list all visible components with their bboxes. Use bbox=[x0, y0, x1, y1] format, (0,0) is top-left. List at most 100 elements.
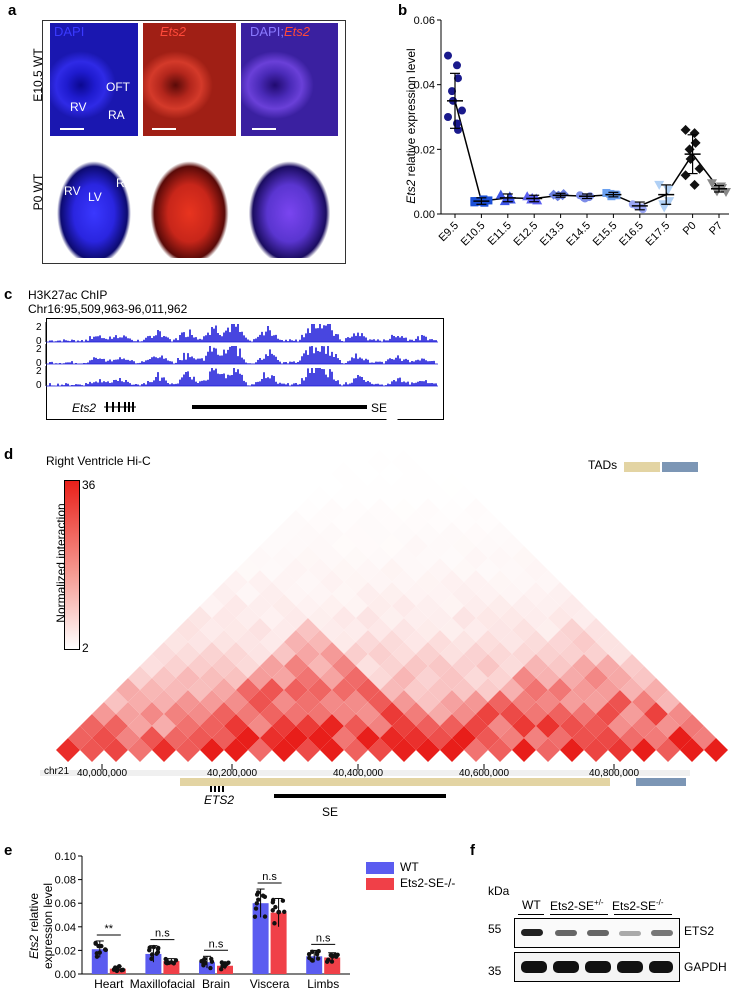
chart-b-point bbox=[689, 179, 700, 190]
chart-b-xtick-label: P0 bbox=[681, 220, 699, 238]
anatomy-ra-1: RA bbox=[108, 108, 125, 122]
lane-line-het bbox=[550, 914, 608, 915]
chart-e-point bbox=[329, 959, 335, 964]
anatomy-rv-1: RV bbox=[70, 100, 87, 114]
scale-bar-4 bbox=[56, 250, 64, 252]
chart-b-point bbox=[654, 180, 665, 190]
chart-b-point bbox=[558, 188, 569, 199]
chart-e-point bbox=[147, 945, 152, 950]
hic-tad-1 bbox=[180, 778, 610, 786]
lane-ko-name: Ets2-SE bbox=[612, 899, 657, 913]
chart-e-xtick-label: Maxillofacial bbox=[130, 977, 195, 991]
col-title-dapi: DAPI bbox=[54, 24, 85, 39]
chart-e-ytick-label: 0.10 bbox=[55, 851, 76, 863]
hic-cells bbox=[56, 414, 728, 762]
chart-e-axes: 0.00 0.02 0.04 0.06 0.08 0.10 Heart Maxillofaci… bbox=[55, 851, 350, 991]
anatomy-lv: LV bbox=[88, 190, 102, 204]
chart-e-xtick-label: Heart bbox=[94, 977, 124, 991]
gapdh-band-5 bbox=[649, 961, 673, 973]
hic-tad-2 bbox=[636, 778, 686, 786]
chart-e-point bbox=[253, 906, 259, 911]
chart-e-point bbox=[310, 949, 315, 955]
chart-b-xtick-label: E14.5 bbox=[564, 220, 593, 249]
scale-bar-2 bbox=[152, 128, 176, 130]
legend-ko-label: Ets2-SE-/- bbox=[400, 876, 456, 890]
chart-e-point bbox=[149, 956, 154, 962]
chart-e-xtick-label: Viscera bbox=[250, 977, 290, 991]
panel-label-e: e bbox=[4, 842, 13, 859]
chart-b-xtick-label: E11.5 bbox=[486, 220, 514, 248]
protein-ets2: ETS2 bbox=[684, 924, 715, 938]
chart-e-point bbox=[328, 953, 333, 958]
panel-label-b: b bbox=[398, 2, 408, 19]
panel-label-d: d bbox=[4, 446, 14, 463]
chart-e-ytick-label: 0.00 bbox=[55, 969, 76, 981]
hic-chrom-label: chr21 bbox=[44, 766, 69, 777]
chart-e-point bbox=[99, 943, 104, 949]
chart-b-ytick-label: 0.02 bbox=[414, 144, 435, 156]
scale-bar-5 bbox=[150, 250, 158, 252]
kda-label: kDa bbox=[488, 884, 510, 898]
image-p0-merge bbox=[241, 140, 338, 258]
chart-e-point bbox=[270, 900, 276, 905]
anatomy-ao: AO bbox=[78, 140, 96, 154]
chip-gene-label: Ets2 bbox=[72, 401, 96, 415]
row-label-p0: P0 WT bbox=[31, 173, 45, 211]
panel-label-f: f bbox=[470, 842, 475, 859]
chart-e-point bbox=[97, 950, 102, 955]
lane-line-ko bbox=[614, 914, 672, 915]
hic-tick-label: 40,200,000 bbox=[207, 768, 257, 779]
chart-b-marks bbox=[444, 51, 731, 214]
chart-e-point bbox=[255, 890, 261, 895]
chart-e-ylabel-2: expression level bbox=[41, 883, 55, 969]
gapdh-band-2 bbox=[553, 961, 579, 973]
tad-legend-1 bbox=[624, 462, 660, 472]
legend-wt-label: WT bbox=[400, 860, 419, 874]
chart-b-point bbox=[470, 198, 479, 207]
chart-b-point bbox=[453, 61, 461, 70]
chart-e-sig-label: n.s bbox=[209, 938, 224, 950]
chart-e-point bbox=[164, 959, 169, 965]
chart-e-sig-label: n.s bbox=[262, 871, 277, 883]
anatomy-la: LA bbox=[60, 150, 75, 164]
chart-b-ytick-label: 0.06 bbox=[414, 15, 435, 27]
chart-e-point bbox=[202, 956, 207, 962]
hic-title: Right Ventricle Hi-C bbox=[46, 454, 151, 468]
chart-e-point bbox=[173, 958, 179, 963]
chart-e-point bbox=[272, 921, 277, 926]
chart-b-xtick-label: P7 bbox=[707, 220, 725, 238]
hic-se-bar bbox=[274, 794, 446, 798]
chart-e-bar bbox=[270, 912, 287, 974]
chart-e-point bbox=[262, 894, 268, 899]
chart-e-point bbox=[332, 952, 338, 958]
chip-gene-exon bbox=[128, 402, 130, 412]
chip-se-bar bbox=[192, 405, 367, 409]
chip-tick-max: 2 bbox=[36, 344, 42, 355]
chart-e-point bbox=[93, 940, 98, 946]
panel-label-a: a bbox=[8, 2, 17, 19]
chart-e-ylabel-rest: relative bbox=[27, 893, 41, 935]
chart-e-point bbox=[155, 946, 161, 952]
chart-e-xtick-label: Brain bbox=[202, 977, 230, 991]
chart-e-point bbox=[154, 951, 159, 956]
hic-tick-label: 40,000,000 bbox=[77, 768, 127, 779]
chart-e-point bbox=[256, 897, 261, 902]
chart-e-point bbox=[149, 952, 155, 957]
image-e105-ets2 bbox=[143, 23, 236, 136]
chart-b-xtick-label: E10.5 bbox=[459, 220, 488, 249]
scale-bar-6 bbox=[248, 250, 256, 252]
hic-heatmap bbox=[56, 414, 728, 762]
hic-tick-label: 40,800,000 bbox=[589, 768, 639, 779]
chart-e-point bbox=[276, 909, 281, 915]
chart-b-point bbox=[680, 170, 691, 181]
lane-ko-sup: -/- bbox=[656, 898, 664, 907]
band-ko-1 bbox=[619, 931, 641, 936]
chip-gene-exon bbox=[132, 402, 134, 412]
chart-e-point bbox=[94, 954, 100, 959]
hic-gene-exon bbox=[214, 786, 216, 792]
chart-e-point bbox=[306, 951, 312, 957]
legend-wt-swatch bbox=[366, 862, 394, 874]
lane-het-sup: +/- bbox=[594, 898, 604, 907]
hic-tick-label: 40,400,000 bbox=[333, 768, 383, 779]
chip-title: H3K27ac ChIP bbox=[28, 288, 108, 302]
